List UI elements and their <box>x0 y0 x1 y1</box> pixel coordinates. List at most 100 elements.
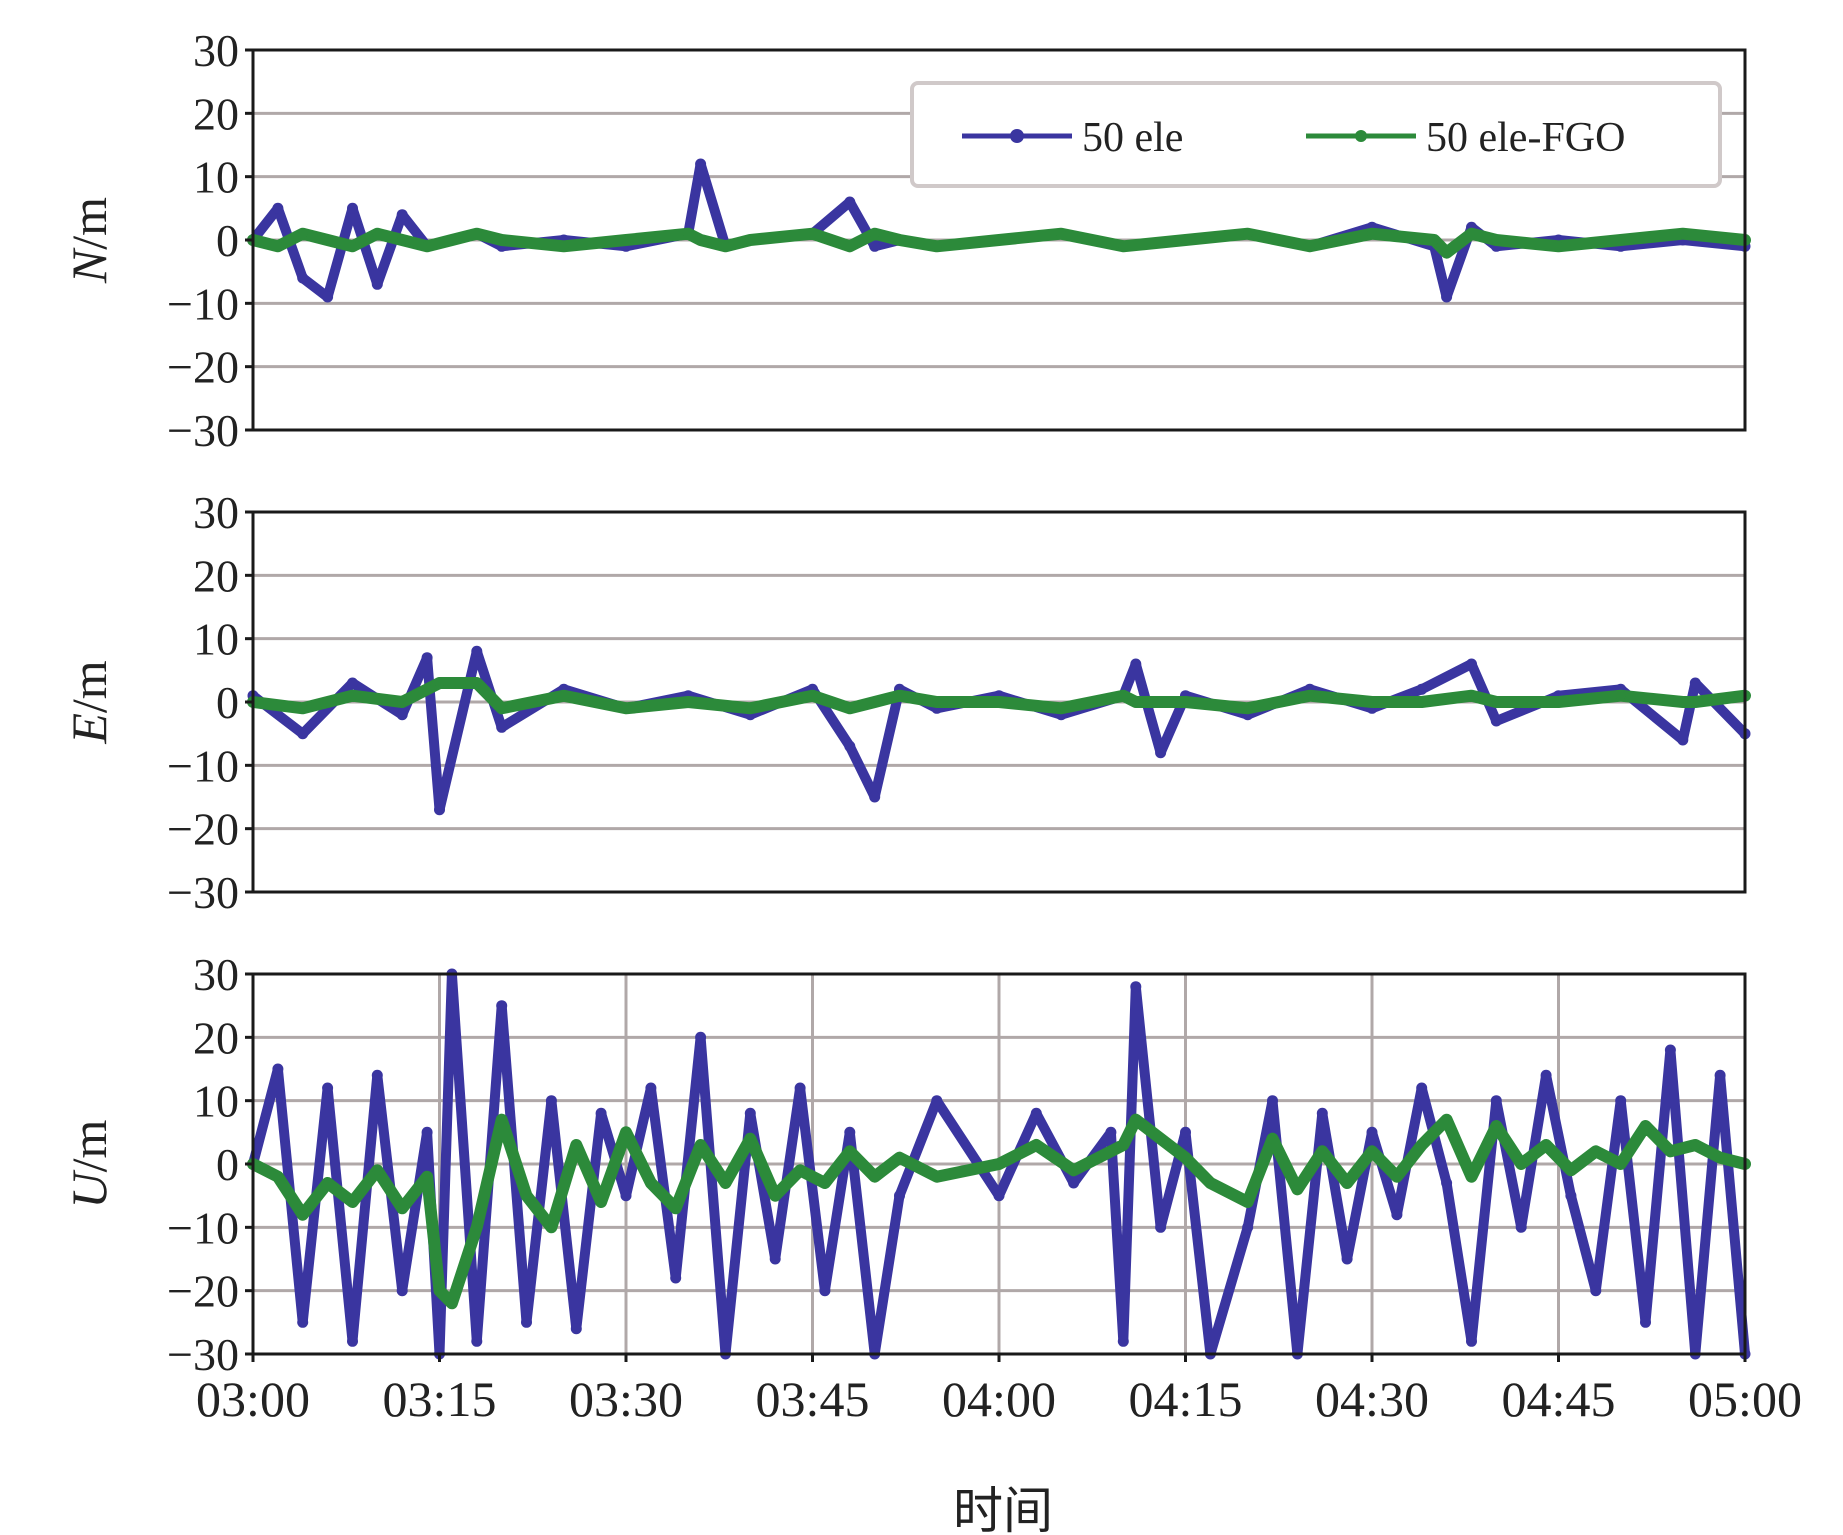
series-50-ele-fgo-point <box>1416 697 1427 707</box>
series-50-ele-fgo-point <box>496 1114 507 1125</box>
series-50-ele-fgo-point <box>1304 241 1315 252</box>
series-50-ele-point <box>570 1323 582 1335</box>
y-tick-label: 20 <box>193 88 239 139</box>
series-50-ele-fgo-line-e <box>247 677 1751 715</box>
series-50-ele-fgo-point <box>894 1152 905 1163</box>
series-50-ele-point <box>769 1253 781 1265</box>
series-50-ele-fgo-point <box>272 1171 283 1182</box>
series-50-ele-fgo-point <box>1242 228 1253 239</box>
series-50-ele-point <box>1677 734 1689 746</box>
series-50-ele-point <box>297 1316 309 1328</box>
x-tick-label: 04:15 <box>1129 1371 1243 1427</box>
series-50-ele-fgo-point <box>1690 697 1701 707</box>
series-50-ele-fgo-point <box>1590 1146 1601 1157</box>
series-50-ele-fgo-point <box>347 241 358 252</box>
series-50-ele-fgo-point <box>1155 697 1166 707</box>
series-50-ele-point <box>496 721 508 733</box>
series-50-ele-fgo-point <box>844 1146 855 1157</box>
series-50-ele-point <box>1590 1285 1602 1297</box>
series-50-ele-fgo-point <box>819 1178 830 1188</box>
series-50-ele-fgo-point <box>347 1197 358 1207</box>
series-50-ele-point <box>1664 1044 1676 1056</box>
series-50-ele-point <box>471 1335 483 1347</box>
x-tick-label: 04:45 <box>1502 1371 1616 1427</box>
y-axis-label-e: E/m <box>61 660 117 744</box>
series-50-ele-point <box>645 1082 657 1094</box>
series-50-ele-point <box>1714 1069 1726 1081</box>
series-50-ele-point <box>297 728 309 740</box>
series-50-ele-point <box>1030 1107 1042 1119</box>
series-50-ele-point <box>1416 683 1428 695</box>
series-50-ele-fgo-point <box>770 1190 781 1201</box>
series-50-ele-fgo-point <box>1491 697 1502 707</box>
series-50-ele-point <box>297 272 309 284</box>
series-50-ele-fgo-point <box>807 690 818 701</box>
series-50-ele-fgo-point <box>1317 1146 1328 1157</box>
series-50-ele-fgo-point <box>745 703 756 714</box>
y-tick-label: 0 <box>216 677 239 728</box>
series-50-ele-fgo-point <box>571 1140 582 1150</box>
series-50-ele-fgo-point <box>621 1127 631 1138</box>
y-tick-label: −10 <box>167 740 239 791</box>
series-50-ele-point <box>371 278 383 290</box>
series-50-ele-fgo-point <box>621 235 631 245</box>
series-50-ele-point <box>869 791 881 803</box>
series-50-ele-fgo-point <box>1677 697 1688 707</box>
series-50-ele-fgo-point <box>1105 1146 1116 1157</box>
series-50-ele-fgo-point <box>372 1165 383 1176</box>
series-50-ele-fgo-point <box>1180 235 1191 245</box>
series-50-ele-fgo-point <box>471 678 482 688</box>
series-50-ele-fgo-point <box>683 697 694 707</box>
series-50-ele-fgo-point <box>1429 235 1440 245</box>
series-50-ele-point <box>1490 715 1502 727</box>
series-50-ele-fgo-point <box>720 241 731 252</box>
series-50-ele-point <box>695 1031 707 1043</box>
series-50-ele-fgo-point <box>297 228 308 239</box>
y-axis-variable: N <box>61 247 117 284</box>
y-tick-label: 20 <box>193 1012 239 1063</box>
series-50-ele-fgo-point <box>434 1285 445 1296</box>
series-50-ele-fgo-point <box>1491 235 1502 245</box>
x-axis-label: 时间 <box>953 1483 1053 1535</box>
y-tick-label: −10 <box>167 1202 239 1253</box>
series-50-ele-point <box>744 1107 756 1119</box>
series-50-ele-fgo-point <box>1715 1152 1726 1163</box>
series-50-ele-fgo-point <box>1031 1140 1042 1150</box>
y-axis-unit: /m <box>61 660 117 713</box>
series-50-ele-fgo-point <box>446 1298 457 1309</box>
series-50-ele-fgo-point <box>931 241 942 252</box>
series-50-ele-point <box>521 1316 532 1328</box>
series-50-ele-fgo-point <box>745 235 756 245</box>
series-50-ele-point <box>1441 291 1453 303</box>
series-50-ele-fgo-point <box>1242 1197 1253 1207</box>
y-tick-label: −20 <box>167 804 239 855</box>
series-50-ele-fgo-point <box>807 228 818 239</box>
series-50-ele-fgo-point <box>1466 1171 1477 1182</box>
series-50-ele-fgo-point <box>869 228 880 239</box>
series-50-ele-fgo-point <box>1441 247 1452 258</box>
y-tick-label: −30 <box>167 1329 239 1380</box>
series-50-ele-point <box>347 202 358 214</box>
series-50-ele-fgo-point <box>695 235 706 245</box>
series-50-ele-fgo-point <box>745 1133 756 1144</box>
series-50-ele-fgo-point <box>1155 1133 1166 1144</box>
series-50-ele-point <box>1366 1126 1378 1138</box>
series-50-ele-fgo-point <box>1056 703 1067 714</box>
y-axis-variable: U <box>61 1169 117 1208</box>
series-50-ele-point <box>396 1285 408 1297</box>
series-50-ele-point <box>869 240 881 252</box>
x-tick-label: 03:00 <box>196 1371 310 1427</box>
series-50-ele-fgo-point <box>596 1197 607 1207</box>
series-50-ele-point <box>993 1190 1005 1202</box>
series-50-ele-point <box>1441 1177 1453 1189</box>
y-axis-variable: E <box>61 713 117 745</box>
series-50-ele-point <box>1640 1316 1651 1328</box>
series-50-ele-point <box>496 1000 508 1012</box>
series-50-ele-fgo-point <box>931 697 942 707</box>
series-50-ele-point <box>595 1107 607 1119</box>
series-50-ele-fgo-point <box>397 235 408 245</box>
y-axis-unit: /m <box>61 1119 117 1172</box>
series-50-ele-point <box>471 645 483 657</box>
y-tick-label: −10 <box>167 278 239 329</box>
